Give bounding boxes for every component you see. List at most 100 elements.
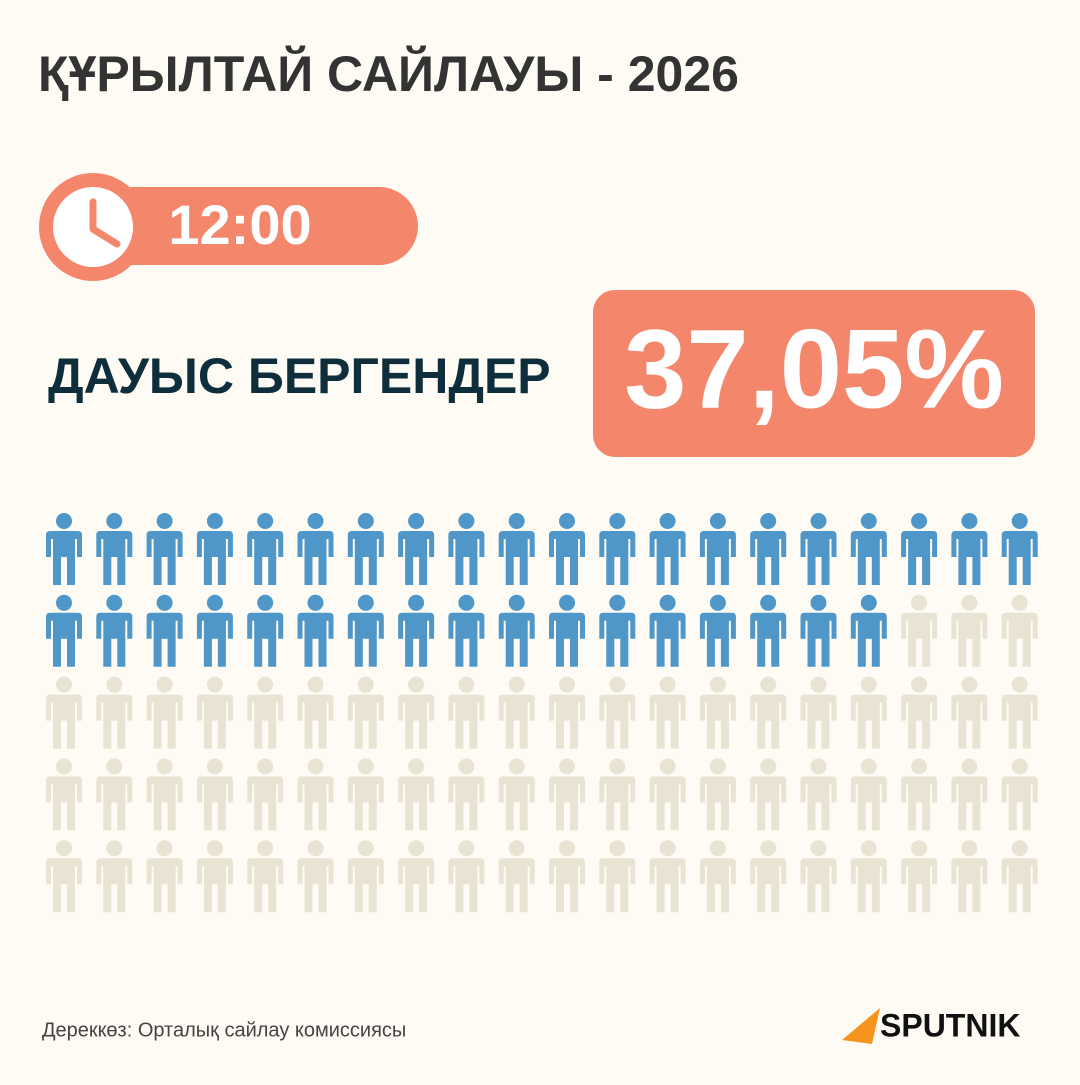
person-icon xyxy=(951,513,988,585)
person-icon xyxy=(448,676,485,749)
person-head xyxy=(408,840,425,857)
person-icon xyxy=(1001,840,1038,913)
person-head xyxy=(106,758,123,775)
person-head xyxy=(1011,840,1028,857)
clock-hands xyxy=(89,198,121,248)
person-body xyxy=(398,776,435,831)
person-body xyxy=(1001,776,1038,831)
person-icon xyxy=(901,840,938,913)
person-body xyxy=(951,612,988,667)
person-icon xyxy=(599,676,636,749)
person-body xyxy=(1001,694,1038,749)
person-icon xyxy=(549,594,585,667)
person-head xyxy=(860,758,877,775)
person-icon xyxy=(498,594,535,667)
person-head xyxy=(508,758,525,775)
person-body xyxy=(347,612,384,667)
person-icon xyxy=(699,758,736,831)
person-icon xyxy=(247,840,284,913)
person-body xyxy=(347,858,384,913)
person-body xyxy=(549,858,585,913)
person-icon xyxy=(549,513,585,585)
time: 12:00 xyxy=(168,193,311,256)
person-icon xyxy=(1001,513,1038,585)
person-head xyxy=(307,758,324,775)
person-body xyxy=(398,612,435,667)
person-body xyxy=(146,612,183,667)
person-body xyxy=(699,858,736,913)
person-body xyxy=(448,858,485,913)
person-icon xyxy=(46,594,82,667)
person-body xyxy=(196,694,233,749)
person-head xyxy=(357,676,374,693)
person-head xyxy=(1011,758,1028,775)
person-icon xyxy=(247,676,284,749)
person-head xyxy=(659,758,676,775)
person-head xyxy=(458,594,475,611)
person-head xyxy=(810,513,827,529)
person-icon xyxy=(750,513,787,585)
person-body xyxy=(1001,612,1038,667)
person-head xyxy=(408,758,425,775)
person-icon xyxy=(196,758,233,831)
person-icon xyxy=(398,513,435,585)
person-body xyxy=(750,694,787,749)
person-icon xyxy=(1001,676,1038,749)
person-icon xyxy=(448,513,485,585)
person-head xyxy=(357,513,374,529)
person-icon xyxy=(46,676,82,749)
person-body xyxy=(96,694,133,749)
person-body xyxy=(448,612,485,667)
person-icon xyxy=(448,840,485,913)
person-icon xyxy=(196,676,233,749)
person-head xyxy=(860,840,877,857)
person-body xyxy=(448,531,485,585)
person-head xyxy=(609,758,626,775)
person-body xyxy=(347,531,384,585)
person-head xyxy=(961,758,978,775)
person-body xyxy=(699,612,736,667)
person-icon xyxy=(800,840,837,913)
person-icon xyxy=(699,676,736,749)
person-icon xyxy=(750,676,787,749)
person-icon xyxy=(297,758,334,831)
person-head xyxy=(760,513,777,529)
person-body xyxy=(347,694,384,749)
person-icon xyxy=(549,758,585,831)
person-head xyxy=(709,840,726,857)
person-icon xyxy=(951,594,988,667)
person-icon xyxy=(549,840,585,913)
person-head xyxy=(961,594,978,611)
person-icon xyxy=(498,840,535,913)
person-icon xyxy=(196,513,233,585)
person-icon xyxy=(498,758,535,831)
person-icon xyxy=(951,758,988,831)
person-head xyxy=(709,594,726,611)
person-body xyxy=(549,776,585,831)
person-body xyxy=(398,858,435,913)
person-body xyxy=(498,612,535,667)
person-head xyxy=(709,676,726,693)
person-icon xyxy=(649,676,686,749)
person-body xyxy=(1001,531,1038,585)
person-head xyxy=(56,513,72,529)
person-icon xyxy=(347,758,384,831)
person-head xyxy=(659,840,676,857)
person-body xyxy=(901,531,938,585)
person-head xyxy=(106,513,123,529)
person-head xyxy=(559,594,575,611)
person-icon xyxy=(850,840,887,913)
person-icon xyxy=(247,758,284,831)
person-head xyxy=(609,594,626,611)
person-icon xyxy=(347,513,384,585)
person-icon xyxy=(46,758,82,831)
person-icon xyxy=(649,594,686,667)
person-body xyxy=(498,694,535,749)
person-body xyxy=(247,531,284,585)
person-body xyxy=(196,858,233,913)
person-head xyxy=(760,594,777,611)
person-icon xyxy=(46,840,82,913)
person-body xyxy=(599,612,636,667)
person-head xyxy=(911,676,928,693)
